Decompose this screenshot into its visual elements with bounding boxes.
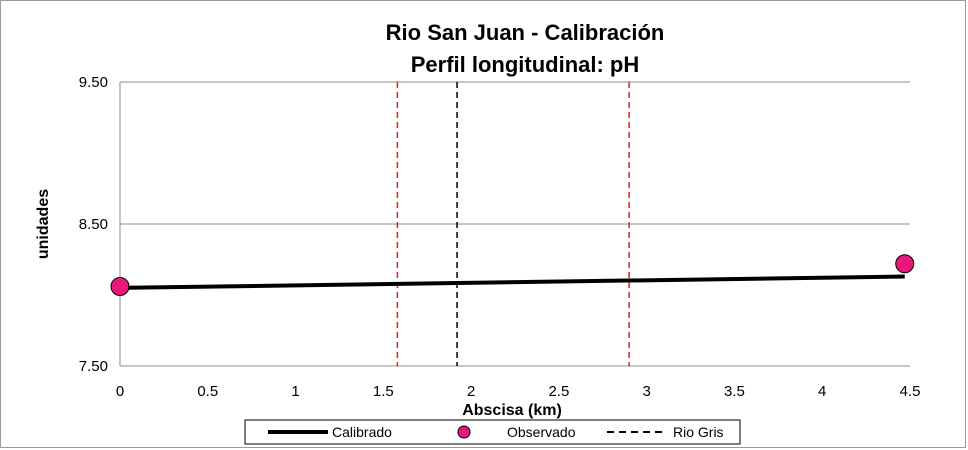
x-tick-label: 1 [291, 383, 299, 400]
x-tick-label: 0.5 [197, 383, 218, 400]
data-point-observado [110, 276, 130, 296]
x-tick-label: 3.5 [724, 383, 745, 400]
grid-lines [120, 81, 910, 225]
chart-title: Rio San Juan - Calibración [386, 20, 665, 45]
data-point-observado [895, 254, 915, 274]
y-tick-label: 8.50 [79, 216, 108, 233]
x-axis-title: Abscisa (km) [462, 402, 562, 419]
chart-subtitle: Perfil longitudinal: pH [411, 52, 640, 77]
vertical-reference-lines [396, 82, 630, 366]
legend-swatch-observado [457, 425, 471, 439]
x-tick-label: 3 [642, 383, 650, 400]
legend-label-observado: Observado [507, 424, 576, 440]
x-tick-label: 4 [818, 383, 826, 400]
x-tick-label: 2.5 [548, 383, 569, 400]
tick-labels: 7.50 8.50 9.50 0 0.5 1 1.5 2 2.5 3 3.5 4 4.5 [79, 74, 921, 400]
legend-label-calibrado: Calibrado [332, 424, 392, 440]
y-tick-label: 9.50 [79, 74, 108, 91]
legend: Calibrado Observado Rio Gris [244, 419, 741, 445]
x-tick-label: 2 [467, 383, 475, 400]
axes [119, 82, 910, 367]
series-line-calibrado [119, 274, 905, 290]
x-tick-label: 1.5 [373, 383, 394, 400]
series [110, 254, 915, 296]
x-tick-label: 0 [116, 383, 124, 400]
y-tick-label: 7.50 [79, 358, 108, 375]
x-tick-label: 4.5 [900, 383, 921, 400]
y-axis-title: unidades [35, 189, 52, 259]
legend-label-rio-gris: Rio Gris [673, 424, 724, 440]
